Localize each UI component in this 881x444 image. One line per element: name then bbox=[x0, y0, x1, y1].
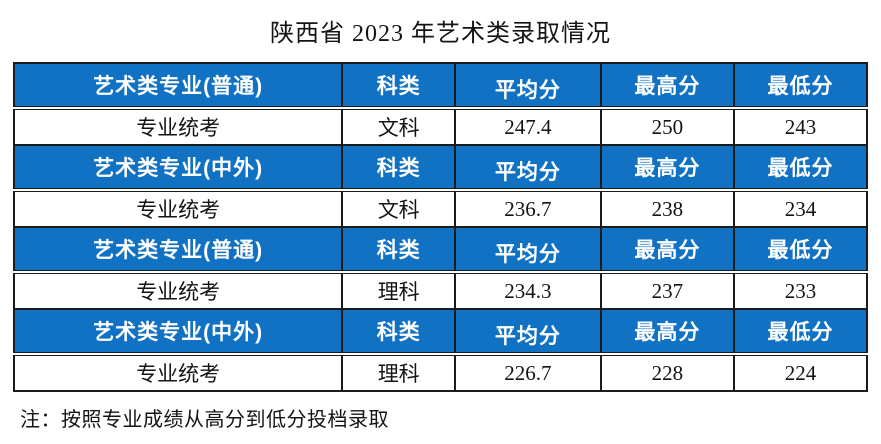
group-header-row: 艺术类专业(普通) 科类 平均分 最高分 最低分 bbox=[12, 226, 869, 273]
min-score-cell: 233 bbox=[732, 270, 869, 310]
subject-cell: 文科 bbox=[341, 106, 456, 146]
exam-name-cell: 专业统考 bbox=[12, 188, 344, 228]
min-score-cell: 224 bbox=[732, 352, 869, 392]
avg-score-cell: 234.3 bbox=[453, 270, 602, 310]
table-row: 专业统考 文科 236.7 238 234 bbox=[12, 188, 869, 228]
subject-cell: 文科 bbox=[341, 188, 456, 228]
group-header-row: 艺术类专业(中外) 科类 平均分 最高分 最低分 bbox=[12, 308, 869, 355]
max-header-cell: 最高分 bbox=[599, 144, 735, 191]
subject-header-cell: 科类 bbox=[341, 226, 456, 273]
exam-name-cell: 专业统考 bbox=[12, 106, 344, 146]
category-header-cell: 艺术类专业(中外) bbox=[12, 144, 344, 191]
admissions-table: 艺术类专业(普通) 科类 平均分 最高分 最低分 专业统考 文科 247.4 2… bbox=[12, 62, 869, 392]
category-header-cell: 艺术类专业(普通) bbox=[12, 62, 344, 109]
table-row: 专业统考 理科 234.3 237 233 bbox=[12, 270, 869, 310]
avg-header-cell: 平均分 bbox=[453, 226, 602, 273]
min-header-cell: 最低分 bbox=[732, 308, 869, 355]
category-header-cell: 艺术类专业(中外) bbox=[12, 308, 344, 355]
avg-header-label: 平均分 bbox=[494, 161, 561, 184]
avg-score-cell: 236.7 bbox=[453, 188, 602, 228]
max-header-cell: 最高分 bbox=[599, 308, 735, 355]
footnote: 注：按照专业成绩从高分到低分投档录取 bbox=[20, 409, 389, 431]
avg-header-cell: 平均分 bbox=[453, 308, 602, 355]
max-header-cell: 最高分 bbox=[599, 226, 735, 273]
table-row: 专业统考 理科 226.7 228 224 bbox=[12, 352, 869, 392]
subject-header-cell: 科类 bbox=[341, 62, 456, 109]
group-header-row: 艺术类专业(中外) 科类 平均分 最高分 最低分 bbox=[12, 144, 869, 191]
exam-name-cell: 专业统考 bbox=[12, 270, 344, 310]
min-header-cell: 最低分 bbox=[732, 144, 869, 191]
subject-header-cell: 科类 bbox=[341, 308, 456, 355]
max-score-cell: 250 bbox=[599, 106, 735, 146]
avg-score-cell: 226.7 bbox=[453, 352, 602, 392]
avg-header-cell: 平均分 bbox=[453, 62, 602, 109]
avg-header-cell: 平均分 bbox=[453, 144, 602, 191]
page-title: 陕西省 2023 年艺术类录取情况 bbox=[270, 21, 611, 47]
category-header-cell: 艺术类专业(普通) bbox=[12, 226, 344, 273]
avg-header-label: 平均分 bbox=[494, 79, 561, 102]
min-score-cell: 243 bbox=[732, 106, 869, 146]
min-score-cell: 234 bbox=[732, 188, 869, 228]
avg-header-label: 平均分 bbox=[494, 243, 561, 266]
group-header-row: 艺术类专业(普通) 科类 平均分 最高分 最低分 bbox=[12, 62, 869, 109]
max-score-cell: 238 bbox=[599, 188, 735, 228]
exam-name-cell: 专业统考 bbox=[12, 352, 344, 392]
min-header-cell: 最低分 bbox=[732, 62, 869, 109]
min-header-cell: 最低分 bbox=[732, 226, 869, 273]
max-score-cell: 228 bbox=[599, 352, 735, 392]
subject-header-cell: 科类 bbox=[341, 144, 456, 191]
avg-score-cell: 247.4 bbox=[453, 106, 602, 146]
subject-cell: 理科 bbox=[341, 270, 456, 310]
subject-cell: 理科 bbox=[341, 352, 456, 392]
max-score-cell: 237 bbox=[599, 270, 735, 310]
max-header-cell: 最高分 bbox=[599, 62, 735, 109]
table-row: 专业统考 文科 247.4 250 243 bbox=[12, 106, 869, 146]
avg-header-label: 平均分 bbox=[494, 325, 561, 348]
